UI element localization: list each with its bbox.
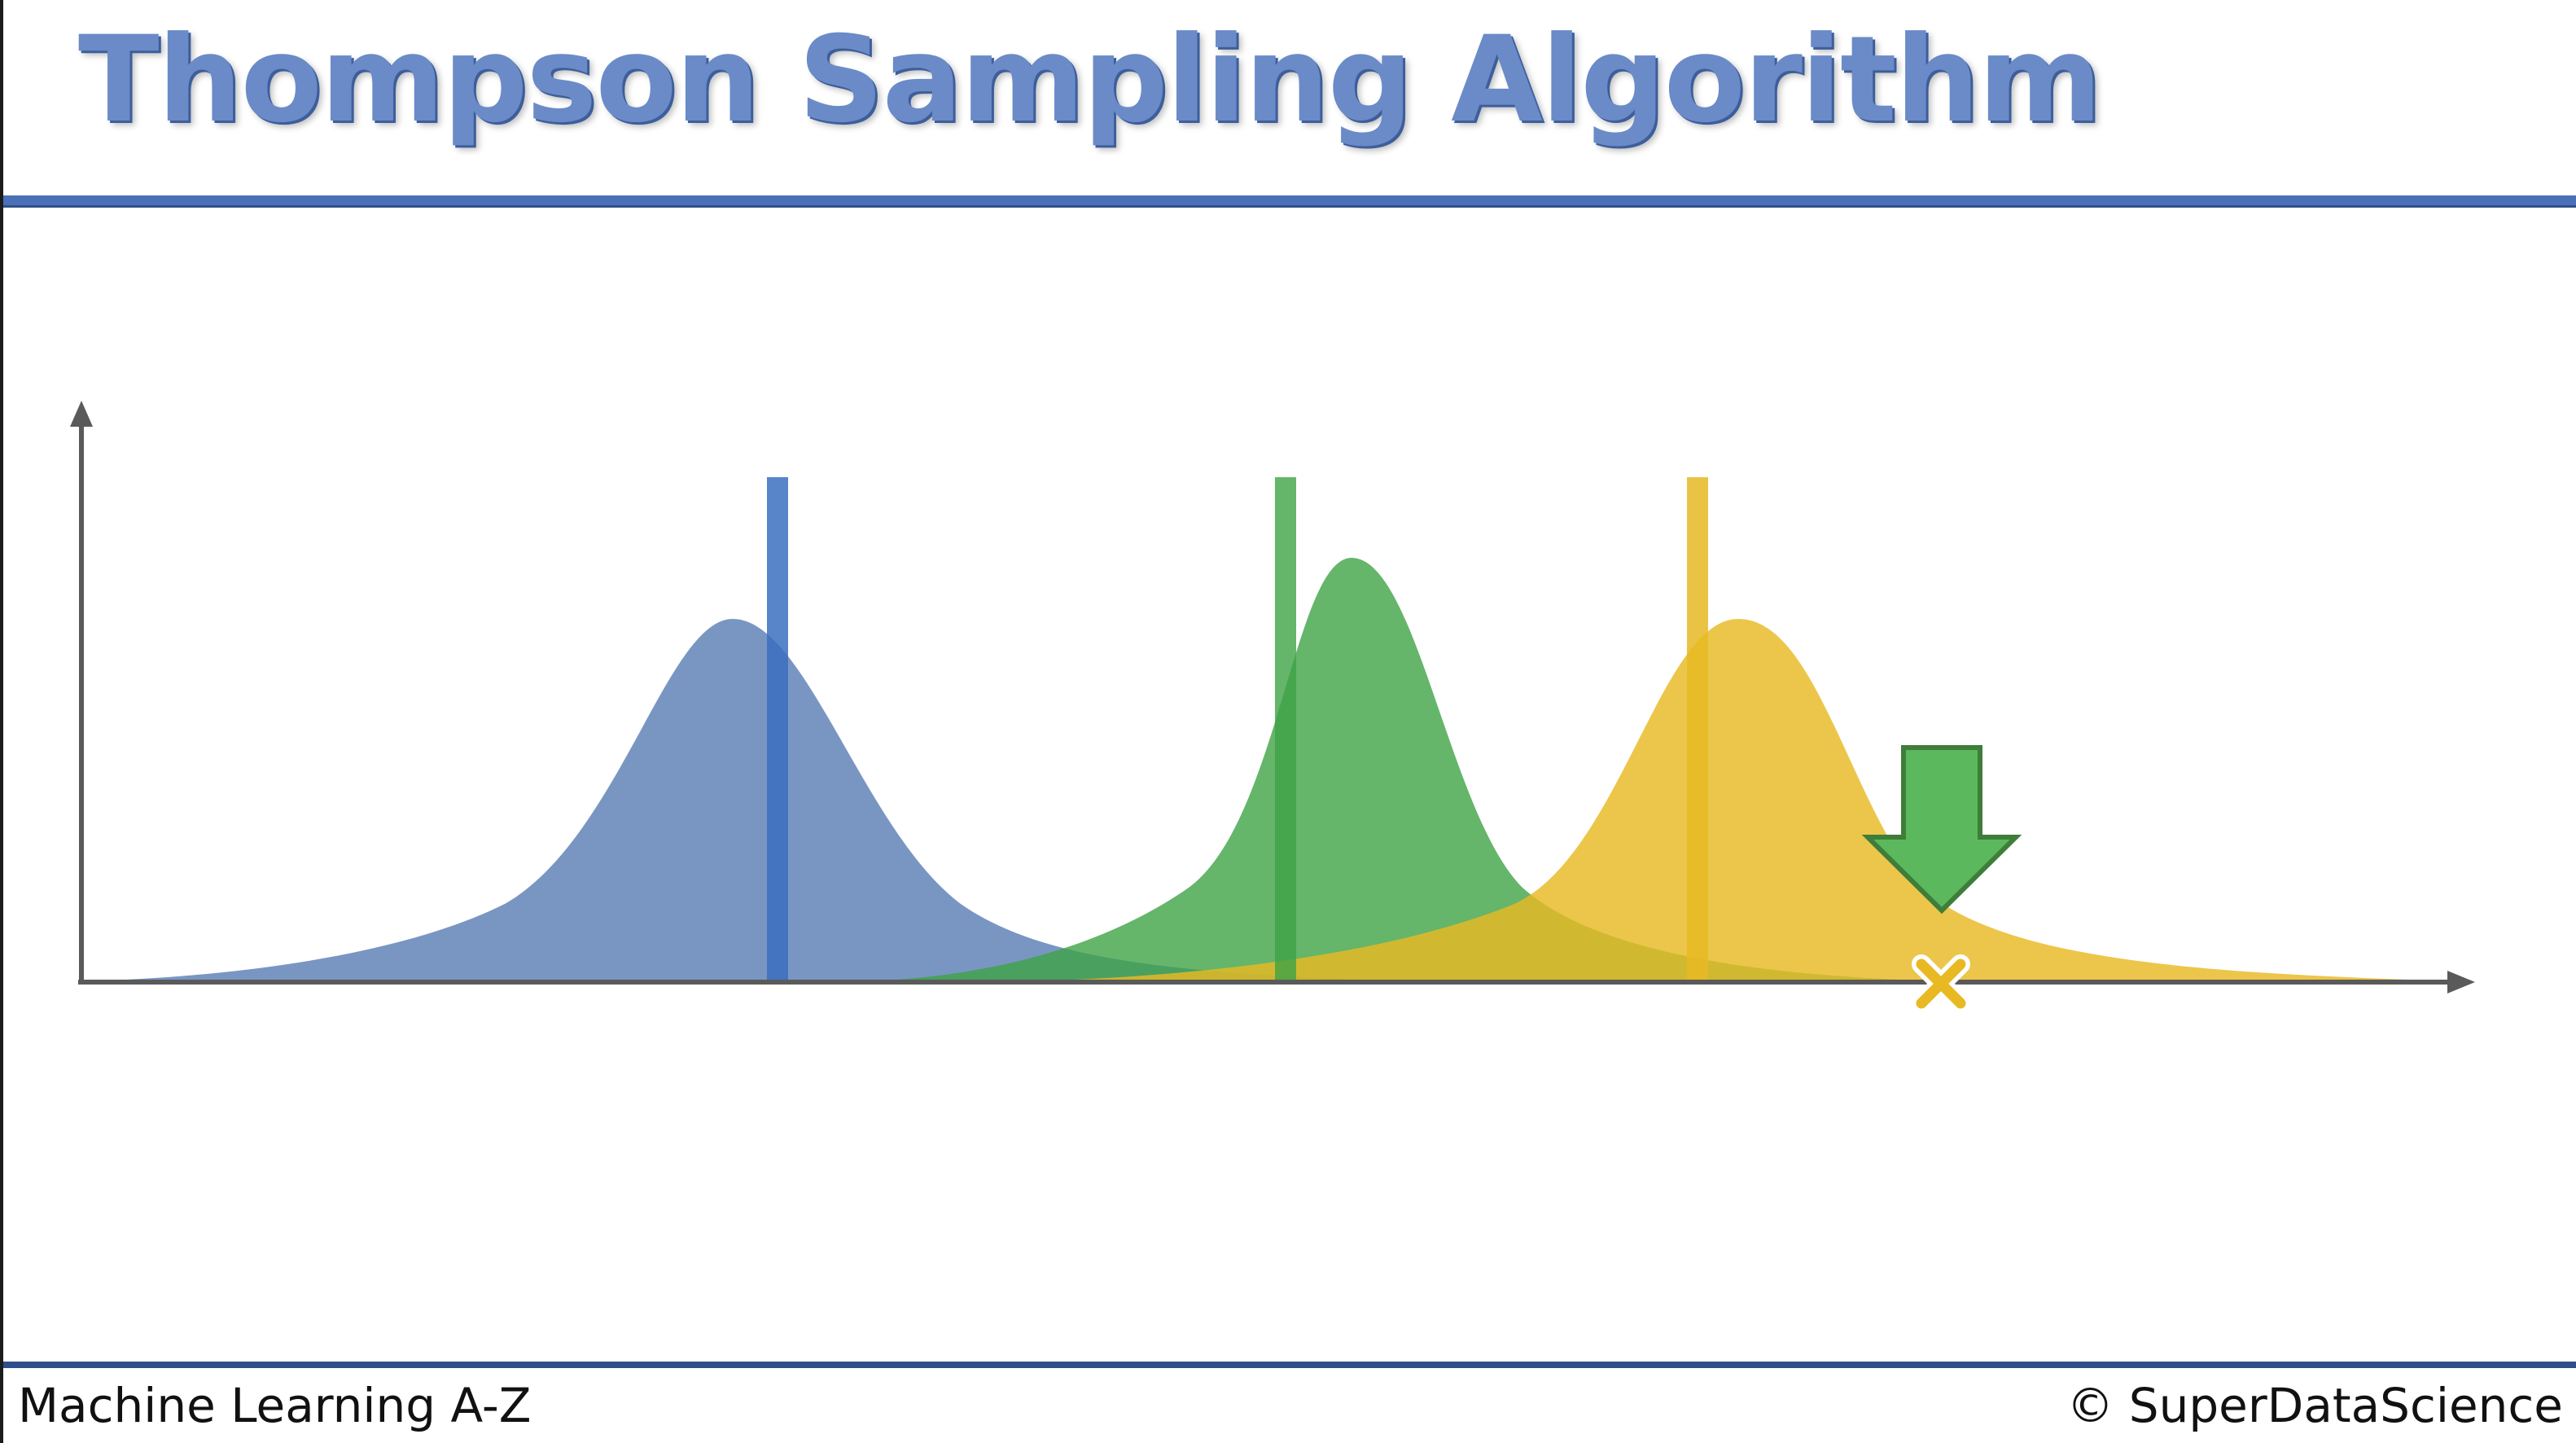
yellow-distribution-curve xyxy=(1026,619,2459,981)
footer-copyright: © SuperDataScience xyxy=(2066,1378,2563,1433)
green-distribution-curve xyxy=(863,558,1954,981)
cross-marker-icon xyxy=(1912,954,1970,1013)
slide-title: Thompson Sampling Algorithm xyxy=(78,11,2102,149)
down-arrow-icon xyxy=(1861,745,2022,914)
left-edge-border xyxy=(0,0,3,1443)
yellow-mean-bar xyxy=(1687,477,1708,982)
title-divider xyxy=(3,195,2576,208)
blue-distribution-curve xyxy=(33,619,1433,981)
blue-mean-bar xyxy=(767,477,788,982)
y-axis-arrowhead xyxy=(70,401,93,427)
footer-course-name: Machine Learning A-Z xyxy=(18,1378,532,1433)
footer-divider xyxy=(3,1362,2576,1368)
green-mean-bar xyxy=(1275,477,1296,982)
x-axis-arrowhead xyxy=(2447,971,2475,993)
